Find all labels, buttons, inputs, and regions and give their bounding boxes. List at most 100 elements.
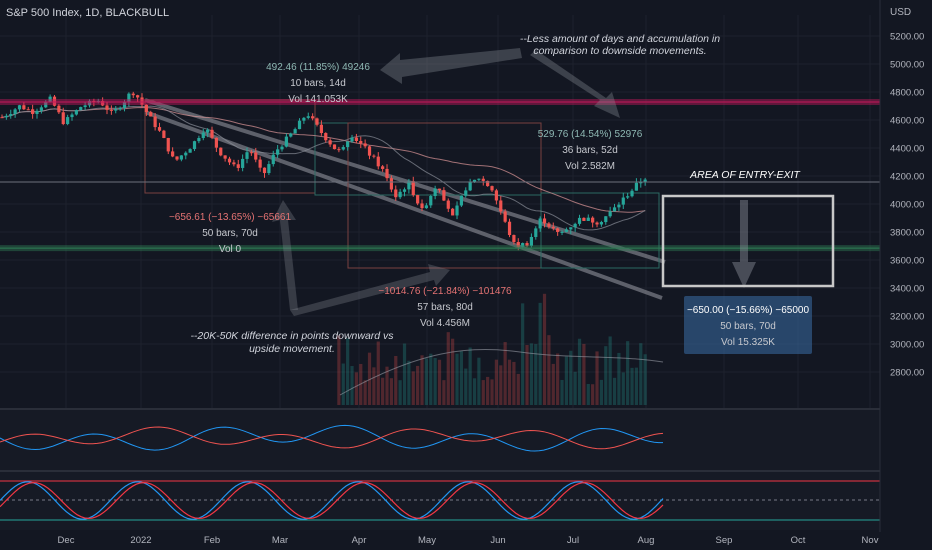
price-axis[interactable] — [880, 0, 932, 550]
candle-body — [332, 144, 337, 150]
candle-body — [328, 140, 332, 145]
candle-body — [22, 105, 26, 110]
candle-body — [612, 207, 617, 212]
volume-bar — [556, 353, 560, 405]
candle-body — [276, 149, 280, 155]
time-axis[interactable]: Dec 2022 Feb Mar Apr May Jun Jul Aug Sep Oct Nov — [58, 535, 879, 546]
measure-label-line: −1014.76 (−21.84%) −101476 — [378, 286, 512, 297]
channel-lower-line[interactable] — [144, 110, 663, 300]
volume-bar — [341, 363, 345, 405]
price-tick-label: 3200.00 — [890, 312, 924, 323]
candle-body — [70, 114, 74, 118]
measure-box-4[interactable] — [540, 192, 660, 269]
volume-bar — [477, 357, 481, 405]
candle-body — [315, 118, 319, 125]
volume-bar — [346, 338, 350, 405]
candle-body — [464, 190, 468, 196]
candle-body — [206, 129, 210, 133]
candle-body — [26, 109, 30, 111]
candle-body — [192, 141, 197, 150]
candle-body — [144, 104, 148, 113]
measure-label-line: Vol 0 — [219, 244, 242, 255]
indicator-pane-1[interactable]: 1.0000 — [0, 410, 919, 470]
measure-label-line: Vol 2.582M — [565, 161, 615, 172]
time-tick-label: Jun — [490, 535, 505, 546]
price-tick-label: 2800.00 — [890, 368, 924, 379]
candle-body — [175, 156, 179, 160]
candle-body — [232, 162, 236, 165]
volume-bar — [402, 343, 407, 405]
stat-box-bottom[interactable] — [684, 296, 812, 354]
volume-bar — [337, 335, 341, 405]
volume-bar — [560, 379, 564, 405]
candle-body — [499, 200, 503, 212]
candle-body — [302, 117, 306, 121]
volume-bar — [416, 365, 420, 405]
candle-body — [227, 158, 232, 163]
currency-label: USD — [890, 7, 911, 18]
candle-body — [394, 189, 398, 198]
price-tick-label: 4600.00 — [890, 116, 924, 127]
candle-body — [385, 168, 389, 179]
measure-label-line: 57 bars, 80d — [417, 302, 473, 313]
candle-body — [477, 178, 481, 180]
channel-upper-line[interactable] — [144, 98, 666, 264]
candle-body — [372, 155, 376, 157]
candle-body — [210, 129, 214, 138]
volume-bar — [464, 368, 468, 405]
candle-body — [35, 110, 39, 114]
arrow-up-left-icon — [272, 200, 298, 310]
volume-bar — [437, 359, 442, 405]
candle-body — [149, 112, 153, 117]
candle-body — [367, 146, 372, 156]
candle-body — [569, 227, 573, 230]
entry-exit-box[interactable] — [661, 194, 835, 288]
volume-bar — [573, 371, 577, 405]
indicator-pane-2[interactable]: 100.000.00 — [0, 472, 919, 530]
candle-body — [451, 208, 455, 216]
volume-bar — [363, 380, 367, 405]
candle-body — [437, 188, 442, 191]
volume-bar — [516, 373, 520, 405]
candle-body — [529, 236, 533, 246]
volume-bar — [420, 355, 424, 405]
candle-body — [643, 179, 647, 183]
chart-title: S&P 500 Index, 1D, BLACKBULL — [6, 7, 169, 19]
volume-bar — [564, 356, 569, 405]
candle-body — [376, 156, 380, 167]
volume-bar — [376, 341, 380, 405]
candle-body — [494, 190, 498, 201]
candle-body — [4, 115, 8, 118]
volume-bar — [490, 379, 494, 405]
volume-bar — [604, 346, 608, 405]
candle-body — [52, 96, 57, 106]
candle-body — [101, 100, 105, 106]
volume-bar — [630, 367, 634, 405]
volume-bar — [547, 335, 551, 405]
measure-label-line: 36 bars, 52d — [562, 145, 618, 156]
candle-body — [79, 107, 83, 111]
volume-bar — [486, 376, 490, 405]
measure-label-line: 50 bars, 70d — [202, 228, 258, 239]
candle-body — [617, 204, 621, 208]
volume-bar — [359, 363, 363, 405]
candle-body — [577, 217, 582, 224]
volume-bar — [507, 359, 512, 405]
candle-body — [140, 97, 144, 105]
candle-body — [446, 200, 450, 209]
candle-body — [293, 129, 297, 134]
candle-body — [573, 223, 577, 228]
volume-bar — [411, 371, 415, 405]
volume-bar — [639, 343, 643, 405]
candle-body — [157, 127, 162, 131]
volume-bar — [617, 352, 621, 405]
candle-body — [551, 226, 555, 229]
measure-label-line: −650.00 (−15.66%) −65000 — [687, 305, 809, 316]
volume-bar — [529, 343, 533, 405]
trend-channel — [144, 98, 666, 300]
candle-body — [407, 181, 411, 190]
candle-body — [184, 152, 188, 156]
candle-body — [398, 191, 402, 198]
candle-body — [337, 149, 341, 151]
